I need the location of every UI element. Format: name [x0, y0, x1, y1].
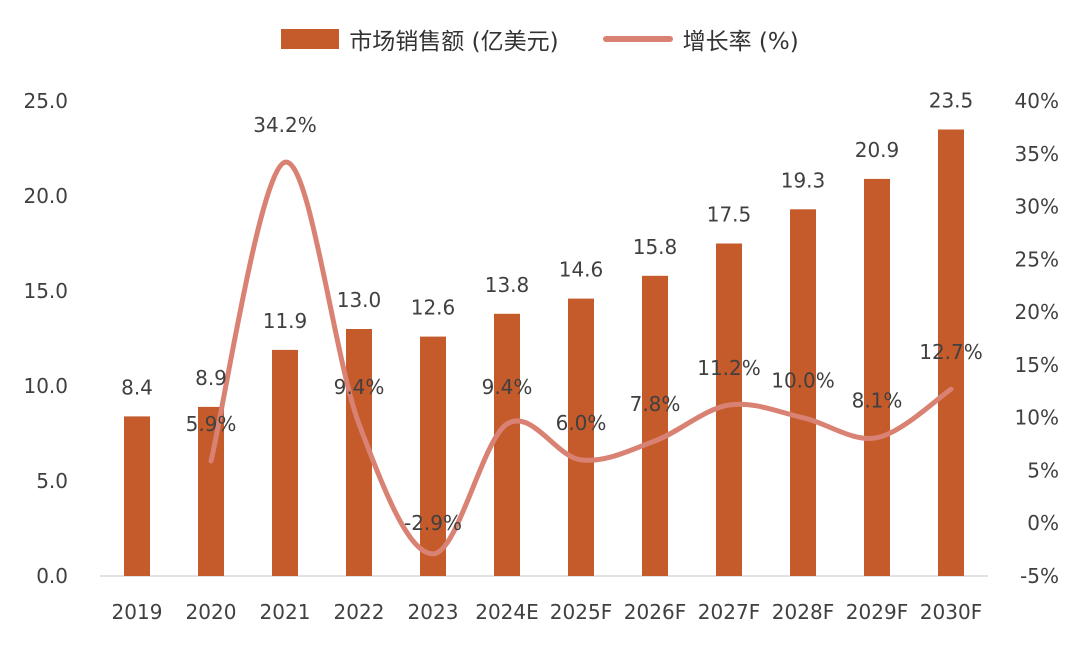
line-value-label: 8.1% [852, 389, 903, 413]
x-tick-label: 2030F [920, 600, 982, 624]
bar [272, 349, 298, 576]
legend-swatch-line [602, 36, 673, 42]
bar [494, 313, 520, 576]
y-right-tick-label: 40% [1015, 89, 1059, 113]
y-left-tick-label: 5.0 [36, 469, 68, 493]
x-tick-label: 2027F [698, 600, 760, 624]
x-tick-label: 2022 [334, 600, 385, 624]
bar-value-label: 13.0 [337, 288, 382, 312]
bar [568, 298, 594, 576]
bar [420, 336, 446, 576]
legend: 市场销售额 (亿美元) 增长率 (%) [0, 22, 1080, 56]
x-tick-label: 2024E [475, 600, 539, 624]
growth-line [208, 159, 954, 557]
bar [864, 178, 890, 576]
legend-item-sales: 市场销售额 (亿美元) [281, 22, 559, 56]
line-value-label: 34.2% [253, 113, 317, 137]
bar-value-label: 17.5 [707, 203, 752, 227]
legend-item-growth: 增长率 (%) [602, 22, 799, 56]
bar-value-label: 19.3 [781, 168, 826, 192]
line-value-label: 11.2% [697, 356, 761, 380]
x-tick-label: 2020 [186, 600, 237, 624]
bar [642, 275, 668, 576]
bar-value-label: 8.9 [195, 366, 227, 390]
y-right-tick-label: 0% [1027, 511, 1059, 535]
y-right-tick-label: 20% [1015, 300, 1059, 324]
y-right-tick-label: 10% [1015, 406, 1059, 430]
x-tick-label: 2023 [408, 600, 459, 624]
line-value-label: 5.9% [186, 412, 237, 436]
y-left-tick-label: 0.0 [36, 564, 68, 588]
line-value-label: 6.0% [556, 411, 607, 435]
bar [938, 129, 964, 576]
line-value-label: 12.7% [919, 340, 983, 364]
bar-value-label: 14.6 [559, 258, 604, 282]
legend-swatch-bar [281, 29, 340, 49]
bar-value-label: 8.4 [121, 375, 153, 399]
x-tick-label: 2025F [550, 600, 612, 624]
y-left-tick-label: 15.0 [23, 279, 68, 303]
y-left-tick-label: 20.0 [23, 184, 68, 208]
x-tick-label: 2019 [112, 600, 163, 624]
y-right-tick-label: 25% [1015, 247, 1059, 271]
legend-label-sales: 市场销售额 (亿美元) [349, 29, 559, 55]
x-tick-label: 2028F [772, 600, 834, 624]
y-left-tick-label: 10.0 [23, 374, 68, 398]
y-left-tick-label: 25.0 [23, 89, 68, 113]
bar-value-label: 11.9 [263, 309, 308, 333]
y-right-tick-label: 35% [1015, 142, 1059, 166]
bar [124, 416, 150, 576]
bar-value-label: 20.9 [855, 138, 900, 162]
line-value-label: 9.4% [482, 375, 533, 399]
bar [198, 406, 224, 576]
line-value-label: -2.9% [404, 511, 462, 535]
y-right-tick-label: 15% [1015, 353, 1059, 377]
bar-value-label: 23.5 [929, 89, 974, 113]
bar-value-label: 15.8 [633, 235, 678, 259]
y-right-tick-label: -5% [1020, 564, 1059, 588]
bar [716, 243, 742, 576]
line-value-label: 10.0% [771, 369, 835, 393]
x-tick-label: 2026F [624, 600, 686, 624]
x-tick-label: 2029F [846, 600, 908, 624]
bar-value-label: 13.8 [485, 273, 530, 297]
bar-value-label: 12.6 [411, 296, 456, 320]
line-value-label: 7.8% [630, 392, 681, 416]
bar [790, 209, 816, 577]
y-right-tick-label: 30% [1015, 195, 1059, 219]
y-right-tick-label: 5% [1027, 458, 1059, 482]
legend-label-growth: 增长率 (%) [682, 29, 799, 55]
x-tick-label: 2021 [260, 600, 311, 624]
line-value-label: 9.4% [334, 375, 385, 399]
